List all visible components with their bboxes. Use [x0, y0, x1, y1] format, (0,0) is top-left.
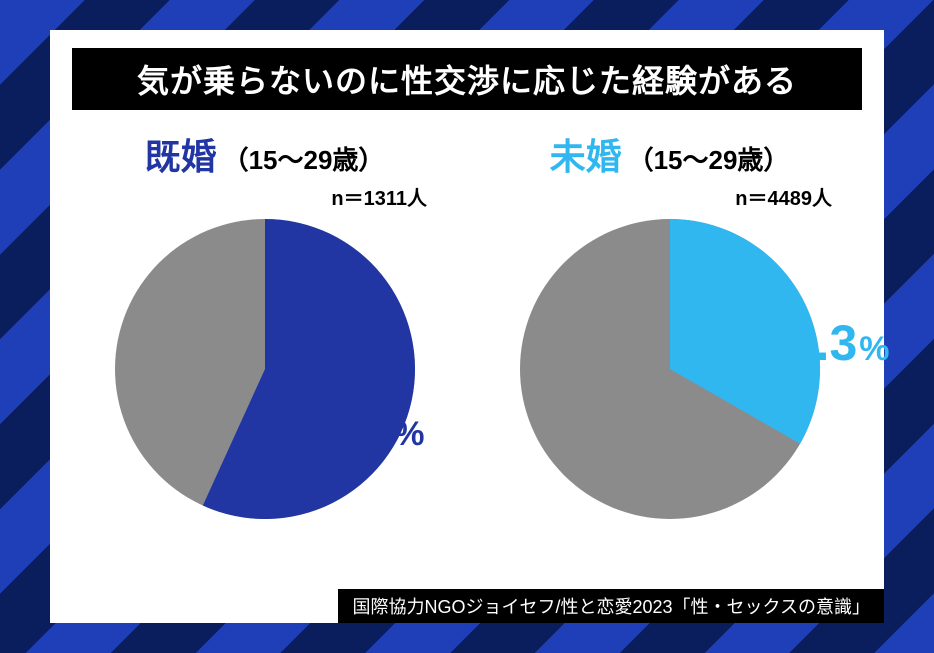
chart-single-heading: 未婚 （15～29歳）: [550, 128, 790, 180]
chart-single-pct-num: 33.3: [760, 314, 857, 372]
chart-single-n: n＝4489人: [735, 182, 832, 211]
chart-married-label-age: （15～29歳）: [223, 140, 385, 177]
chart-single-label-age: （15～29歳）: [628, 140, 790, 177]
chart-married-heading: 既婚 （15～29歳）: [145, 128, 385, 180]
source-citation: 国際協力NGOジョイセフ/性と恋愛2023「性・セックスの意識」: [338, 589, 884, 623]
chart-title: 気が乗らないのに性交渉に応じた経験がある: [72, 48, 862, 110]
chart-married-label-main: 既婚: [145, 128, 217, 180]
chart-single: 未婚 （15～29歳） n＝4489人 33.3 %: [477, 128, 862, 519]
chart-married-pie: 56.8 %: [115, 219, 415, 519]
chart-single-pct-sym: %: [859, 330, 889, 369]
chart-single-label-main: 未婚: [550, 128, 622, 180]
chart-married-pct-sym: %: [394, 415, 424, 454]
chart-single-pct: 33.3 %: [760, 314, 890, 372]
chart-married-pct-num: 56.8: [295, 399, 392, 457]
chart-married-pct: 56.8 %: [295, 399, 425, 457]
chart-married: 既婚 （15～29歳） n＝1311人 56.8 %: [72, 128, 457, 519]
chart-single-pie: 33.3 %: [520, 219, 820, 519]
content-panel: 気が乗らないのに性交渉に応じた経験がある 既婚 （15～29歳） n＝1311人…: [50, 30, 884, 623]
charts-row: 既婚 （15～29歳） n＝1311人 56.8 % 未婚 （15～29歳） n…: [72, 128, 862, 519]
chart-married-n: n＝1311人: [331, 182, 427, 211]
